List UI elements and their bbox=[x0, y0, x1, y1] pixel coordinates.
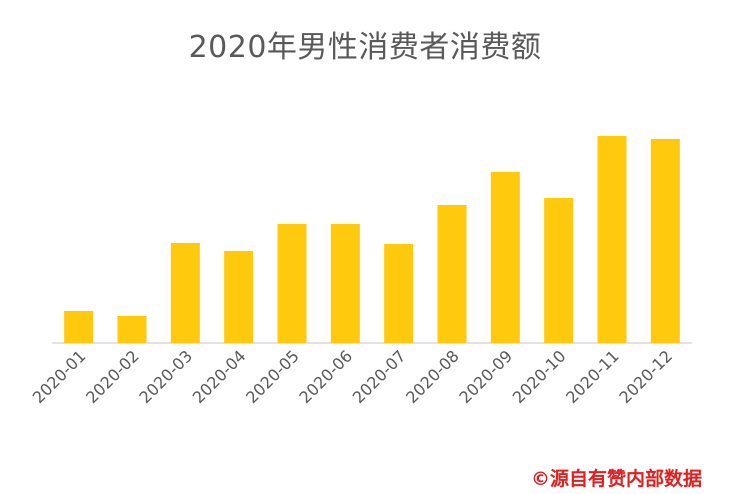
bar-2020-04 bbox=[224, 251, 254, 343]
x-tick-label: 2020-04 bbox=[189, 346, 250, 407]
x-tick-label: 2020-07 bbox=[349, 346, 410, 407]
bars-group bbox=[64, 136, 680, 343]
x-tick-label: 2020-10 bbox=[509, 346, 570, 407]
bar-2020-02 bbox=[117, 316, 147, 343]
x-tick-label: 2020-05 bbox=[242, 346, 303, 407]
bar-2020-03 bbox=[170, 243, 200, 343]
x-tick-label: 2020-12 bbox=[615, 346, 676, 407]
bar-2020-07 bbox=[384, 244, 414, 343]
bar-2020-06 bbox=[330, 224, 360, 343]
x-tick-label: 2020-11 bbox=[562, 346, 623, 407]
x-tick-label: 2020-01 bbox=[29, 346, 90, 407]
bar-2020-11 bbox=[597, 136, 627, 343]
x-tick-label: 2020-02 bbox=[82, 346, 143, 407]
bar-2020-05 bbox=[277, 224, 307, 343]
x-tick-label: 2020-06 bbox=[295, 346, 356, 407]
x-tick-label: 2020-03 bbox=[135, 346, 196, 407]
bar-2020-12 bbox=[650, 139, 680, 343]
bar-2020-01 bbox=[64, 311, 94, 343]
x-tick-labels: 2020-012020-022020-032020-042020-052020-… bbox=[29, 346, 676, 407]
bar-2020-08 bbox=[437, 205, 467, 343]
bar-2020-10 bbox=[544, 198, 574, 343]
x-tick-label: 2020-08 bbox=[402, 346, 463, 407]
source-note: ©源自有赞内部数据 bbox=[530, 468, 702, 490]
bar-2020-09 bbox=[490, 172, 520, 343]
chart-title: 2020年男性消费者消费额 bbox=[188, 30, 542, 65]
x-tick-label: 2020-09 bbox=[455, 346, 516, 407]
